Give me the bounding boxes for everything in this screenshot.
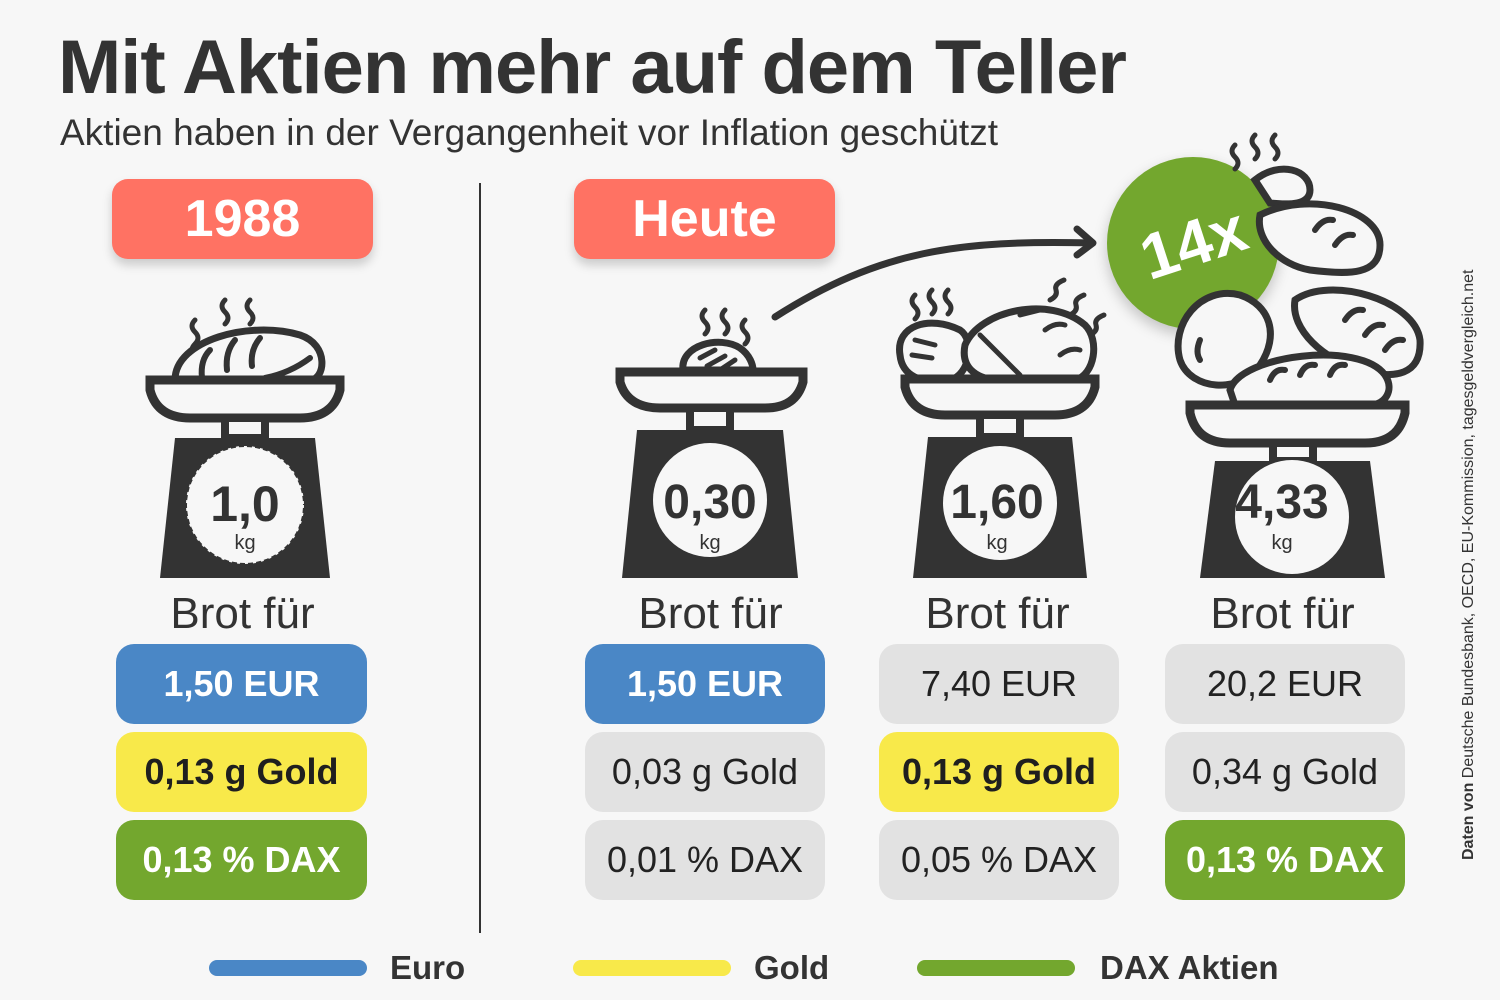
page-subtitle: Aktien haben in der Vergangenheit vor In… <box>60 112 998 153</box>
euro-pill: 20,2 EUR <box>1165 644 1405 724</box>
scale-dial-0-30: 0,30 kg <box>650 465 770 575</box>
weight-unit: kg <box>986 532 1008 554</box>
legend-swatch-dax <box>917 960 1075 976</box>
dax-pill: 0,13 % DAX <box>116 820 367 900</box>
era-divider <box>479 183 481 933</box>
scale-dial-1988: 1,0 kg <box>185 465 305 575</box>
scale-icon <box>615 307 808 578</box>
legend-label-dax: DAX Aktien <box>1100 949 1279 986</box>
gold-pill: 0,34 g Gold <box>1165 732 1405 812</box>
euro-pill: 1,50 EUR <box>585 644 825 724</box>
weight-unit: kg <box>699 532 721 554</box>
scale-icon <box>896 277 1107 578</box>
gold-pill: 0,03 g Gold <box>585 732 825 812</box>
source-note: Daten von Deutsche Bundesbank, OECD, EU-… <box>1460 270 1478 861</box>
bread-caption: Brot für <box>638 589 783 638</box>
bread-caption: Brot für <box>170 589 315 638</box>
weight-value: 1,0 <box>210 476 280 532</box>
legend-label-euro: Euro <box>390 949 466 986</box>
scale-icon <box>1174 132 1424 578</box>
legend-label-gold: Gold <box>754 949 830 986</box>
weight-value: 4,33 <box>1235 476 1329 529</box>
euro-pill: 1,50 EUR <box>116 644 367 724</box>
bread-caption: Brot für <box>1210 589 1355 638</box>
gold-pill: 0,13 g Gold <box>116 732 367 812</box>
gold-pill: 0,13 g Gold <box>879 732 1119 812</box>
era-badge-heute: Heute <box>574 179 835 259</box>
scale-dial-1-60: 1,60 kg <box>937 465 1057 575</box>
legend-swatch-euro <box>209 960 367 976</box>
source-text: Deutsche Bundesbank, OECD, EU-Kommission… <box>1460 269 1477 779</box>
scale-icon <box>145 297 345 578</box>
weight-unit: kg <box>234 532 256 554</box>
scale-dial-4-33: 4,33 kg <box>1222 465 1342 575</box>
weight-unit: kg <box>1271 532 1293 554</box>
dax-pill: 0,01 % DAX <box>585 820 825 900</box>
era-badge-1988: 1988 <box>112 179 373 259</box>
weight-value: 1,60 <box>950 476 1044 529</box>
dax-pill: 0,05 % DAX <box>879 820 1119 900</box>
page-title: Mit Aktien mehr auf dem Teller <box>58 25 1127 110</box>
dax-pill: 0,13 % DAX <box>1165 820 1405 900</box>
bread-caption: Brot für <box>925 589 1070 638</box>
source-prefix: Daten von <box>1460 782 1477 860</box>
weight-value: 0,30 <box>663 476 757 529</box>
euro-pill: 7,40 EUR <box>879 644 1119 724</box>
legend-swatch-gold <box>573 960 731 976</box>
